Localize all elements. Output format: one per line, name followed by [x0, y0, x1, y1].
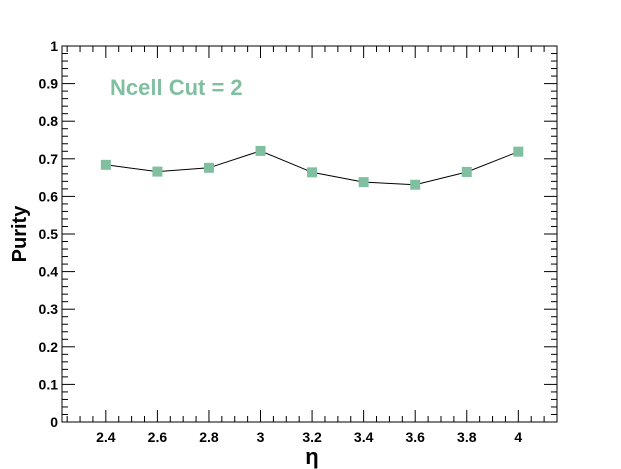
y-tick-label: 0.8 — [39, 113, 59, 129]
x-tick-label: 3 — [257, 429, 265, 445]
x-tick-label: 2.4 — [96, 429, 116, 445]
data-point-marker — [203, 162, 214, 173]
y-tick-label: 0.2 — [39, 339, 59, 355]
y-tick-label: 0.4 — [39, 264, 59, 280]
y-tick-label: 0.3 — [39, 301, 59, 317]
x-tick-label: 4 — [514, 429, 522, 445]
x-tick-label: 2.6 — [148, 429, 168, 445]
y-tick-labels: 0 0.1 0.2 0.3 0.4 0.5 0.6 0.7 0.8 0.9 1 — [39, 38, 59, 430]
x-tick-labels: 2.4 2.6 2.8 3 3.2 3.4 3.6 3.8 4 — [96, 429, 522, 445]
data-point-marker — [307, 167, 318, 178]
data-point-marker — [513, 146, 524, 157]
data-point-marker — [358, 177, 369, 188]
y-tick-label: 0.1 — [39, 376, 59, 392]
y-tick-label: 0.7 — [39, 151, 59, 167]
y-tick-label: 0.5 — [39, 226, 59, 242]
y-tick-label: 0 — [50, 414, 58, 430]
series-markers — [100, 145, 524, 190]
x-tick-label: 2.8 — [199, 429, 219, 445]
plot-frame — [61, 45, 558, 423]
data-point-marker — [152, 166, 163, 177]
x-axis-title: η — [305, 444, 318, 469]
x-tick-label: 3.8 — [457, 429, 477, 445]
y-tick-label: 1 — [50, 38, 58, 54]
x-tick-label: 3.4 — [354, 429, 374, 445]
y-tick-label: 0.6 — [39, 188, 59, 204]
x-tick-label: 3.6 — [405, 429, 425, 445]
annotation-text: Ncell Cut = 2 — [110, 75, 243, 100]
data-point-marker — [410, 179, 421, 190]
axis-ticks — [62, 45, 558, 423]
x-tick-label: 3.2 — [302, 429, 322, 445]
y-tick-label: 0.9 — [39, 76, 59, 92]
data-point-marker — [100, 159, 111, 170]
data-point-marker — [461, 166, 472, 177]
data-point-marker — [255, 145, 266, 156]
y-axis-title: Purity — [9, 205, 31, 263]
